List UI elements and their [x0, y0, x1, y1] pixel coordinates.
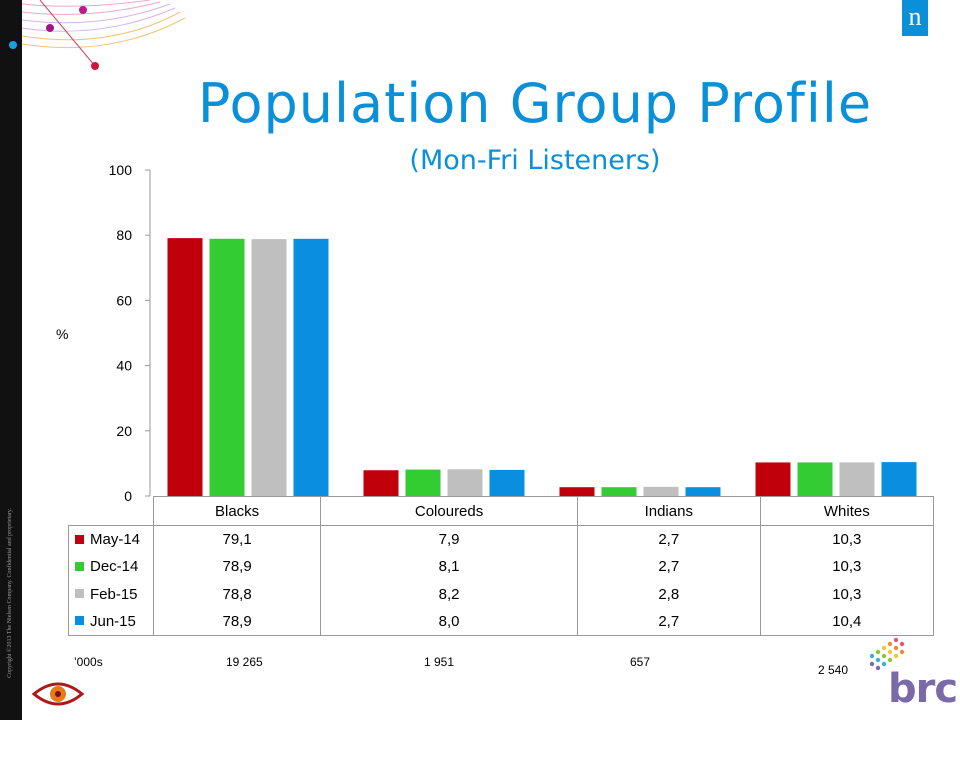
data-cell: 10,3 — [759, 525, 935, 554]
data-cell: 78,9 — [152, 553, 322, 581]
page-subtitle: (Mon-Fri Listeners) — [409, 145, 661, 176]
bar — [601, 487, 637, 496]
y-tick-label: 40 — [116, 358, 132, 374]
legend-swatch — [75, 561, 84, 571]
category-header: Blacks — [152, 496, 322, 526]
legend-label: May-14 — [90, 531, 141, 549]
bar — [293, 238, 329, 496]
data-cell: 8,1 — [320, 553, 578, 581]
bar — [209, 238, 245, 496]
y-tick-label: 0 — [124, 488, 132, 504]
data-cell: 78,8 — [152, 580, 322, 608]
decorative-arcs — [9, 0, 186, 70]
data-cell: 2,7 — [576, 607, 761, 636]
legend-entry: Dec-14 — [68, 553, 154, 581]
bar — [643, 486, 679, 496]
data-cell: 2,7 — [576, 525, 761, 554]
category-header: Indians — [576, 496, 761, 526]
bar — [167, 238, 203, 496]
table-row: Jun-15 78,9 8,0 2,7 10,4 — [68, 607, 935, 636]
y-tick-label: 60 — [116, 292, 132, 308]
page-title: Population Group Profile — [197, 72, 873, 135]
bar — [685, 487, 721, 496]
brc-dots-icon — [869, 637, 905, 671]
bar — [755, 462, 791, 496]
bar — [405, 469, 441, 496]
bar — [489, 469, 525, 496]
y-tick-label: 20 — [116, 423, 132, 439]
y-axis-label: % — [56, 326, 69, 342]
total-value: 657 — [630, 655, 651, 669]
table-row: May-14 79,1 7,9 2,7 10,3 — [68, 525, 935, 554]
data-cell: 2,8 — [576, 580, 761, 608]
data-cell: 79,1 — [152, 525, 322, 554]
category-header: Whites — [759, 496, 935, 526]
legend-entry: May-14 — [68, 525, 154, 554]
bar — [559, 487, 595, 496]
data-cell: 8,2 — [320, 580, 578, 608]
legend-swatch — [75, 534, 84, 544]
total-value: 19 265 — [226, 655, 263, 669]
side-bar — [0, 0, 22, 720]
legend-label: Dec-14 — [90, 558, 139, 576]
data-table: Blacks Coloureds Indians Whites May-14 7… — [68, 496, 935, 636]
category-header: Coloureds — [320, 496, 578, 526]
bar — [797, 462, 833, 496]
legend-swatch — [75, 589, 84, 599]
bar — [447, 469, 483, 496]
eye-logo — [31, 682, 85, 706]
data-cell: 10,3 — [759, 580, 935, 608]
data-cell: 78,9 — [152, 607, 322, 636]
total-value: 1 951 — [424, 655, 455, 669]
nielsen-logo: n — [902, 0, 928, 36]
data-cell: 8,0 — [320, 607, 578, 636]
legend-label: Jun-15 — [90, 612, 136, 630]
legend-entry: Feb-15 — [68, 580, 154, 608]
legend-entry: Jun-15 — [68, 607, 154, 636]
table-row: Dec-14 78,9 8,1 2,7 10,3 — [68, 553, 935, 581]
bar — [251, 239, 287, 496]
bar — [363, 470, 399, 496]
data-cell: 2,7 — [576, 553, 761, 581]
legend-swatch — [75, 616, 84, 626]
y-tick-label: 80 — [116, 227, 132, 243]
totals-label: ’000s — [74, 655, 103, 669]
bar — [881, 462, 917, 496]
bar-chart: 0 20 40 60 80 100 — [109, 162, 917, 504]
table-row: Feb-15 78,8 8,2 2,8 10,3 — [68, 580, 935, 608]
total-value: 2 540 — [818, 663, 849, 677]
data-cell: 10,4 — [759, 607, 935, 636]
y-tick-label: 100 — [109, 162, 133, 178]
data-cell: 7,9 — [320, 525, 578, 554]
data-cell: 10,3 — [759, 553, 935, 581]
table-corner — [68, 496, 154, 526]
bar — [839, 462, 875, 496]
brc-logo-text: brc — [888, 666, 958, 712]
legend-label: Feb-15 — [90, 585, 138, 603]
